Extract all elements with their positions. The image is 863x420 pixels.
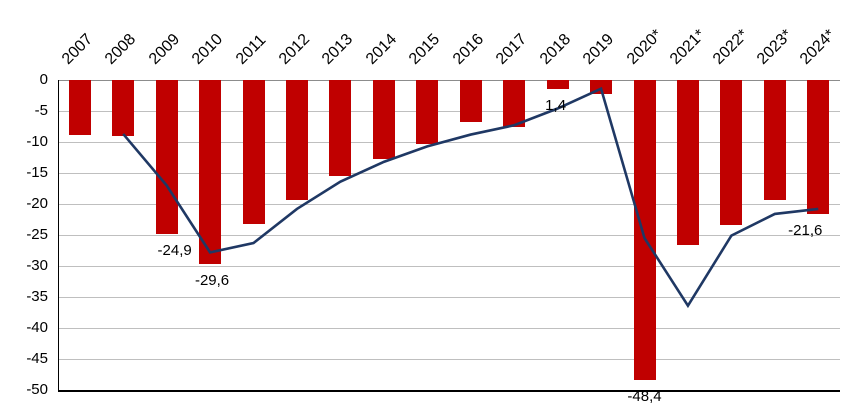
data-label: 1,4 — [545, 96, 567, 114]
y-tick-label: -15 — [26, 164, 48, 181]
bar-2017 — [503, 80, 526, 128]
data-label: -29,6 — [194, 271, 230, 289]
y-tick-label: -45 — [26, 350, 48, 367]
bar-2015 — [416, 80, 439, 145]
bar-2014 — [372, 80, 395, 160]
x-category-label: 2012 — [275, 30, 314, 69]
x-category-label: 2009 — [145, 30, 183, 69]
bar-2019 — [590, 80, 613, 95]
bar-2008 — [112, 80, 135, 136]
bar-2010 — [199, 80, 222, 264]
x-category-label: 2014 — [362, 30, 400, 69]
x-category-label: 2016 — [449, 30, 487, 69]
bar-2022 — [720, 80, 743, 226]
y-axis — [58, 80, 59, 391]
y-tick-label: -20 — [26, 195, 48, 212]
y-tick-label: -10 — [26, 133, 48, 150]
x-category-label: 2011 — [232, 31, 269, 68]
gridline — [58, 327, 840, 329]
data-label: -24,9 — [157, 242, 192, 260]
x-category-label: 2013 — [319, 30, 357, 69]
y-tick-label: -40 — [26, 319, 48, 336]
x-category-label: 2017 — [493, 30, 531, 69]
data-label: -48,4 — [627, 388, 662, 406]
bar-2023 — [763, 80, 786, 200]
bar-2011 — [242, 80, 265, 224]
y-tick-label: -50 — [26, 381, 48, 398]
y-tick-label: -35 — [26, 288, 48, 305]
bar-2020 — [633, 80, 656, 381]
bar-2018 — [546, 80, 569, 89]
gridline — [58, 389, 840, 392]
data-label: -21,6 — [788, 221, 823, 239]
x-category-label: 2023* — [753, 26, 796, 68]
y-tick-label: 0 — [39, 71, 48, 88]
x-category-label: 2022* — [710, 26, 752, 68]
bar-2009 — [155, 80, 178, 235]
gridline — [58, 358, 840, 360]
x-category-label: 2019 — [580, 30, 618, 69]
bar-2024 — [807, 80, 830, 214]
bar-2021 — [676, 80, 699, 245]
x-category-label: 2007 — [58, 30, 96, 69]
gridline — [58, 265, 840, 267]
y-tick-label: -25 — [26, 226, 48, 243]
y-tick-label: -5 — [34, 102, 48, 119]
bar-2012 — [285, 80, 308, 201]
x-category-label: 2024* — [797, 26, 839, 68]
x-category-label: 2021* — [666, 26, 709, 68]
x-category-label: 2010 — [189, 30, 227, 69]
bar-2016 — [459, 80, 482, 123]
x-category-label: 2008 — [102, 30, 140, 69]
gridline — [58, 296, 840, 298]
bar-2007 — [68, 80, 91, 135]
y-tick-label: -30 — [26, 257, 48, 274]
x-category-label: 2020* — [623, 26, 666, 68]
x-category-label: 2018 — [536, 30, 574, 69]
gridline — [58, 234, 840, 236]
bar-2013 — [329, 80, 352, 177]
gridline — [58, 79, 840, 81]
x-category-label: 2015 — [406, 30, 444, 69]
